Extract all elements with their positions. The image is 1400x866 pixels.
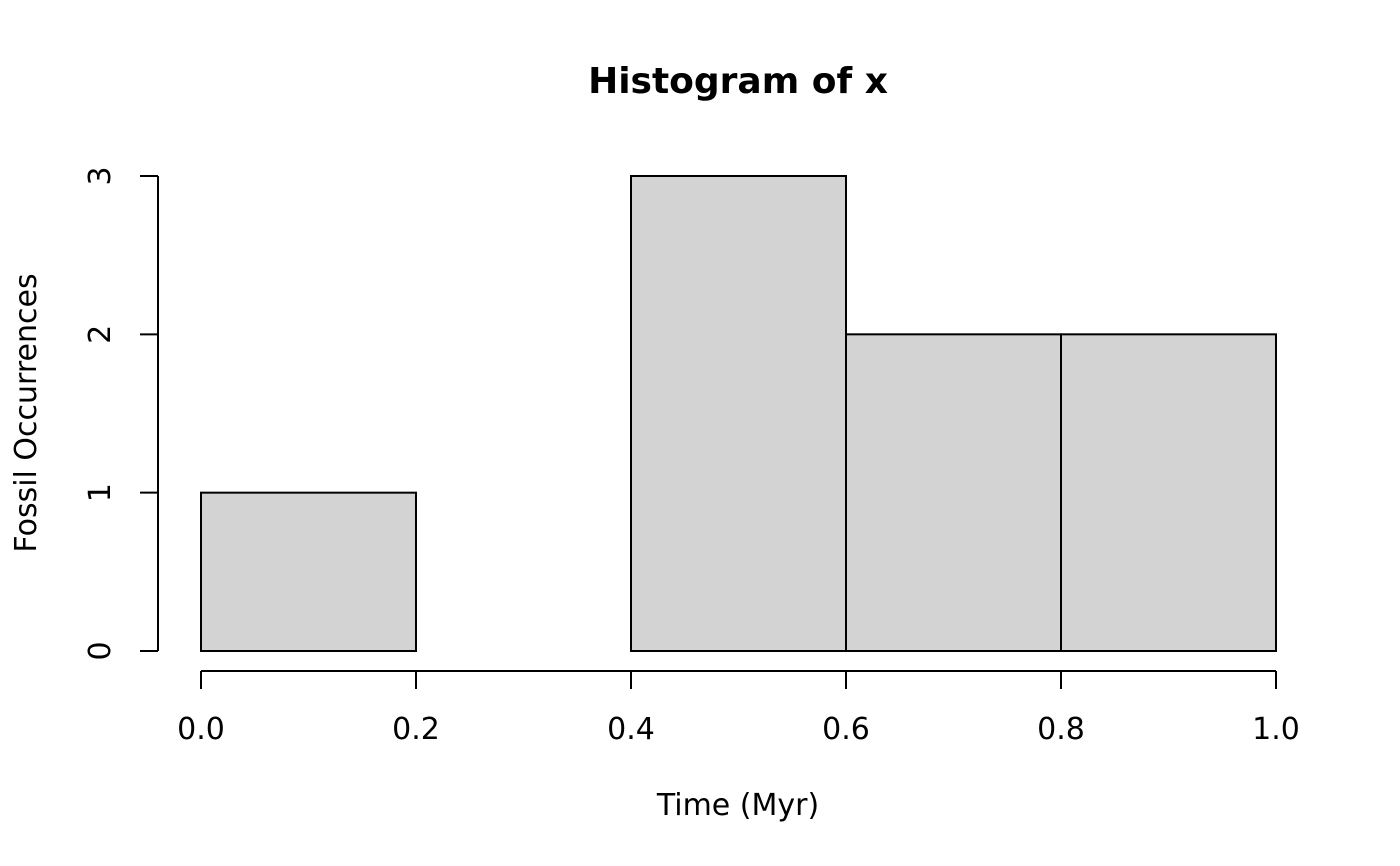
x-tick-label-3: 0.6	[822, 712, 870, 747]
chart-title: Histogram of x	[588, 61, 888, 102]
y-axis: 0 1 2 3	[83, 166, 159, 661]
histogram-bars	[200, 175, 1277, 652]
histogram-bar-2	[630, 175, 847, 652]
x-tick-label-0: 0.0	[177, 712, 225, 747]
x-axis: 0.0 0.2 0.4 0.6 0.8 1.0	[177, 670, 1300, 747]
y-tick-label-1: 1	[83, 483, 118, 502]
x-tick-label-4: 0.8	[1037, 712, 1085, 747]
y-axis-label: Fossil Occurrences	[9, 273, 44, 552]
histogram-bar-4	[1060, 333, 1277, 652]
x-tick-label-5: 1.0	[1252, 712, 1300, 747]
y-tick-label-3: 3	[83, 166, 118, 185]
histogram-bar-0	[200, 491, 417, 652]
x-axis-label: Time (Myr)	[656, 788, 819, 823]
x-tick-label-1: 0.2	[392, 712, 440, 747]
x-tick-label-2: 0.4	[607, 712, 655, 747]
histogram-bar-3	[845, 333, 1062, 652]
y-tick-label-2: 2	[83, 325, 118, 344]
y-tick-label-0: 0	[83, 641, 118, 660]
